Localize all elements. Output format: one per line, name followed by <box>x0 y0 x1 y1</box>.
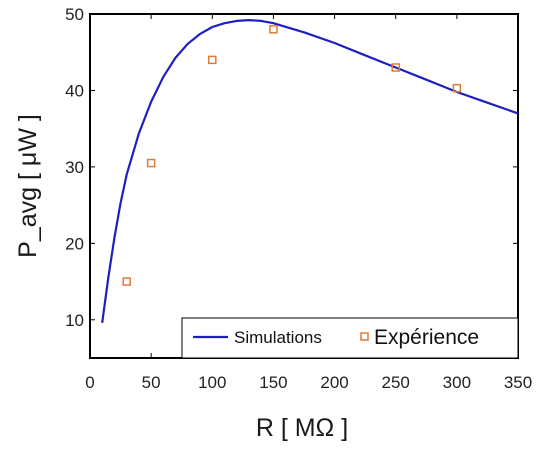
tick-labels: 0 50 100 150 200 250 300 350 10 20 30 40 50 <box>65 5 532 392</box>
x-tick-label: 250 <box>382 373 410 392</box>
y-tick-label: 50 <box>65 5 84 24</box>
y-axis-label: P_avg [ μW ] <box>14 114 42 258</box>
x-tick-label: 350 <box>504 373 532 392</box>
x-tick-label: 200 <box>320 373 348 392</box>
y-tick-label: 40 <box>65 81 84 100</box>
legend-label-experience: Expérience <box>374 326 479 349</box>
data-point-experience <box>391 63 400 72</box>
x-tick-label: 150 <box>259 373 287 392</box>
y-tick-label: 20 <box>65 234 84 253</box>
x-tick-label: 0 <box>85 373 94 392</box>
x-axis-label: R [ MΩ ] <box>256 414 348 442</box>
y-tick-label: 10 <box>65 311 84 330</box>
x-tick-label: 100 <box>198 373 226 392</box>
x-tick-label: 50 <box>142 373 161 392</box>
data-point-experience <box>269 25 278 34</box>
legend-swatch-experience <box>360 332 369 341</box>
series-line-simulations <box>101 19 519 323</box>
data-point-experience <box>452 83 462 93</box>
series-layer <box>101 19 519 323</box>
data-point-experience <box>122 277 131 286</box>
data-point-experience <box>208 55 217 65</box>
y-tick-label: 30 <box>65 158 84 177</box>
legend-box <box>181 317 519 359</box>
legend-label-simulations: Simulations <box>234 328 322 347</box>
legend: Simulations Expérience <box>181 317 519 359</box>
data-point-experience <box>146 158 156 168</box>
x-tick-label: 300 <box>443 373 471 392</box>
